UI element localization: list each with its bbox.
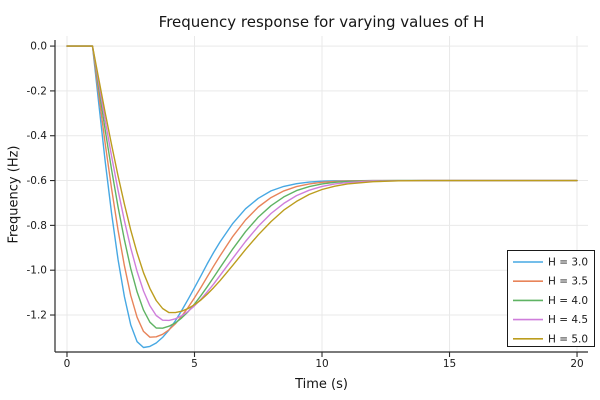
legend-box bbox=[507, 250, 595, 347]
y-tick-label: -0.8 bbox=[27, 220, 48, 232]
y-tick-label: -0.6 bbox=[27, 175, 48, 187]
x-tick-label: 20 bbox=[570, 358, 583, 370]
legend-label: H = 3.5 bbox=[548, 276, 588, 288]
y-axis-label: Frequency (Hz) bbox=[6, 145, 22, 244]
y-tick-label: 0.0 bbox=[30, 41, 47, 53]
series-line-4.0 bbox=[66, 45, 578, 329]
x-tick-label: 5 bbox=[191, 358, 198, 370]
y-tick-label: -0.4 bbox=[27, 130, 48, 142]
y-tick-label: -0.2 bbox=[27, 85, 48, 97]
x-tick-label: 10 bbox=[315, 358, 328, 370]
legend-label: H = 4.0 bbox=[548, 295, 588, 307]
legend-label: H = 4.5 bbox=[548, 314, 588, 326]
legend-label: H = 5.0 bbox=[548, 333, 588, 345]
series-line-4.5 bbox=[66, 45, 578, 322]
x-axis-label: Time (s) bbox=[295, 377, 348, 392]
y-tick-label: -1.0 bbox=[27, 265, 48, 277]
chart-title: Frequency response for varying values of… bbox=[158, 13, 485, 31]
x-tick-label: 15 bbox=[443, 358, 456, 370]
x-tick-label: 0 bbox=[64, 358, 71, 370]
legend-label: H = 3.0 bbox=[548, 257, 588, 269]
y-tick-label: -1.2 bbox=[27, 310, 48, 322]
series-line-5.0 bbox=[66, 45, 578, 314]
